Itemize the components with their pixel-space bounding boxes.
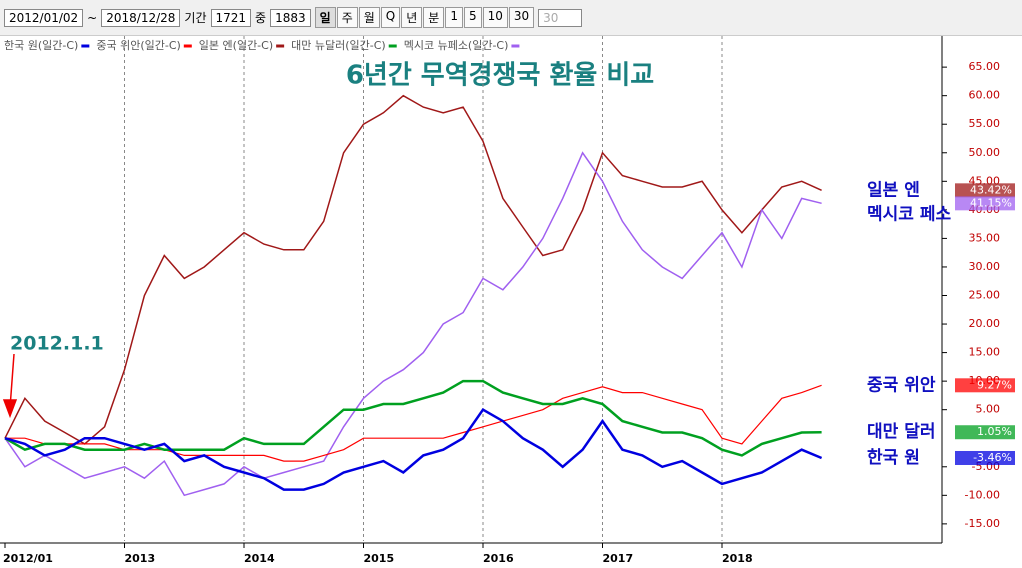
tab-button[interactable]: 10 xyxy=(482,7,508,28)
tab-button[interactable]: 1 xyxy=(445,7,463,28)
value-label: -3.46% xyxy=(973,451,1012,464)
select[interactable]: 30 xyxy=(538,8,583,27)
mid-value[interactable]: 1883 xyxy=(270,8,311,27)
x-tick-label: 2012/01 xyxy=(3,552,53,565)
arrow xyxy=(2,353,18,419)
value-label-box xyxy=(955,450,1015,465)
x-tick-label: 2013 xyxy=(125,552,156,565)
value-label-box xyxy=(955,183,1015,198)
value-label-box xyxy=(955,196,1015,211)
line xyxy=(4,94,822,445)
value-label: 41.15% xyxy=(970,196,1012,209)
line xyxy=(4,379,822,457)
x-tick-label: 2018 xyxy=(722,552,753,565)
legend-label: 일본 엔(일간-C) xyxy=(199,38,273,52)
end-date[interactable]: 2018/12/28 xyxy=(101,8,181,27)
legend-label: 대만 뉴달러(일간-C) xyxy=(291,38,386,52)
y-tick-label: 30.00 xyxy=(969,260,1001,273)
x-tick-label: 2015 xyxy=(364,552,395,565)
x-tick-label: 2017 xyxy=(603,552,634,565)
chart: 6년간 무역경쟁국 환율 비교 2012.1.1 -15.00-10.00-5.… xyxy=(0,36,1015,565)
start-date[interactable]: 2012/01/02 xyxy=(4,8,84,27)
series-tag: 대만 달러 xyxy=(867,421,935,442)
tab-button[interactable]: Q xyxy=(380,7,401,28)
annotation: 2012.1.1 xyxy=(10,333,104,355)
x-tick-label: 2016 xyxy=(483,552,514,565)
line xyxy=(4,408,823,491)
series-tag: 일본 엔 xyxy=(867,180,920,200)
value-label-box xyxy=(955,425,1015,440)
tab-button[interactable]: 분 xyxy=(423,7,445,28)
series-tag: 중국 위안 xyxy=(867,375,936,395)
legend-label: 멕시코 뉴페소(일간-C) xyxy=(404,38,509,52)
tab-button[interactable]: 월 xyxy=(358,7,380,28)
y-tick-label: 15.00 xyxy=(969,346,1001,359)
y-tick-label: 50.00 xyxy=(969,146,1001,159)
legend-label: 중국 위안(일간-C) xyxy=(96,38,180,52)
legend-label: 한국 원(일간-C) xyxy=(4,38,78,52)
value-label: 1.05% xyxy=(977,425,1012,438)
y-tick-label: 20.00 xyxy=(969,317,1001,330)
tab-button[interactable]: 5 xyxy=(463,7,482,28)
x-tick-label: 2014 xyxy=(244,552,275,565)
y-tick-label: 35.00 xyxy=(969,231,1001,244)
value-label: 43.42% xyxy=(970,183,1012,196)
value-label: 9.27% xyxy=(977,378,1012,391)
series-tag: 한국 원 xyxy=(867,448,920,468)
line xyxy=(4,151,822,497)
mid-label: 중 xyxy=(255,11,267,25)
y-tick-label: 55.00 xyxy=(969,117,1001,130)
y-tick-label: -15.00 xyxy=(965,517,1000,530)
tab-button[interactable]: 30 xyxy=(508,7,535,28)
y-tick-label: 65.00 xyxy=(969,60,1001,73)
y-tick-label: 60.00 xyxy=(969,89,1001,102)
period-label: 기간 xyxy=(184,11,207,25)
tab-button[interactable]: 일 xyxy=(314,7,336,28)
chart-title: 6년간 무역경쟁국 환율 비교 xyxy=(346,61,654,91)
tilde: ~ xyxy=(87,10,98,25)
series-tag: 멕시코 페소 xyxy=(867,204,951,224)
button-group: 일 주 월 Q 년 분 1 5 10 30 xyxy=(314,7,535,28)
y-tick-label: -10.00 xyxy=(965,488,1000,501)
y-tick-label: 5.00 xyxy=(976,403,1001,416)
value-label-box xyxy=(955,378,1015,393)
period-value[interactable]: 1721 xyxy=(210,8,252,27)
tab-button[interactable]: 년 xyxy=(401,7,423,28)
y-tick-label: 25.00 xyxy=(969,289,1001,302)
tab-button[interactable]: 주 xyxy=(336,7,358,28)
toolbar: 2012/01/02 ~ 2018/12/28 기간 1721 중 1883 일… xyxy=(0,0,1022,36)
